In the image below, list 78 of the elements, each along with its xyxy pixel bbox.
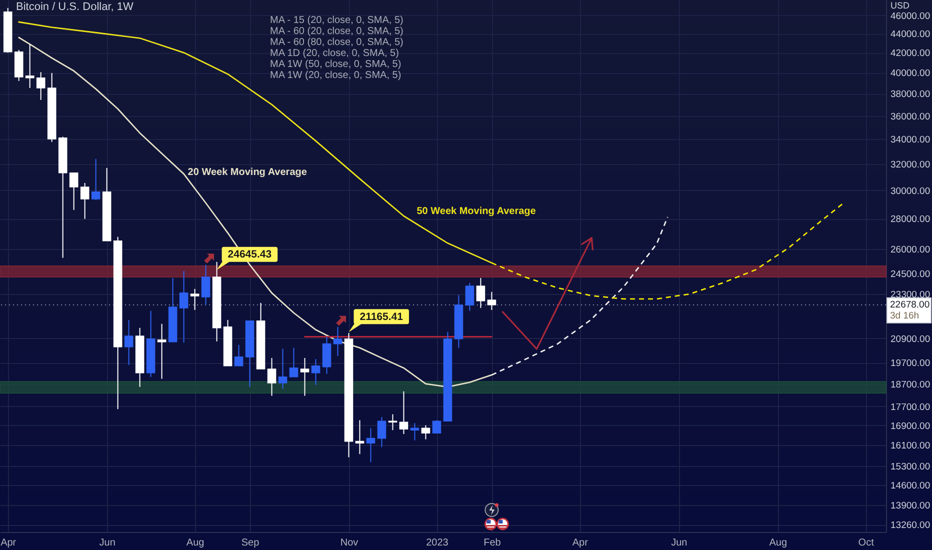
x-tick-label: Jun xyxy=(99,538,116,548)
candlestick xyxy=(476,277,486,308)
candlestick xyxy=(399,390,408,435)
line-series xyxy=(491,216,668,376)
y-tick-label: 17700.00 xyxy=(890,402,930,413)
candlestick xyxy=(355,420,364,455)
x-tick-label: Nov xyxy=(340,538,358,548)
series-label: 20 Week Moving Average xyxy=(188,166,308,178)
candlestick xyxy=(91,158,100,201)
line-series xyxy=(18,36,492,388)
candlestick xyxy=(267,357,276,396)
annotation: MA - 60 (80, close, 0, SMA, 5) xyxy=(270,37,404,48)
chart-title: Bitcoin / U.S. Dollar, 1W xyxy=(16,1,134,13)
y-tick-label: 20900.00 xyxy=(890,334,930,345)
candlestick xyxy=(124,319,134,366)
y-tick-label: 38000.00 xyxy=(890,89,930,100)
y-tick-label: 24500.00 xyxy=(890,268,930,280)
candlestick xyxy=(201,264,210,306)
x-tick-label: Apr xyxy=(572,538,589,548)
candlestick xyxy=(179,270,188,344)
y-tick-label: 14600.00 xyxy=(890,480,930,492)
x-tick-label: Feb xyxy=(484,538,502,548)
candlestick xyxy=(366,428,376,463)
candlestick xyxy=(333,326,342,356)
candlestick xyxy=(25,44,34,88)
annotation: 24645.43 xyxy=(228,248,272,261)
y-tick-label: 40000.00 xyxy=(890,68,930,80)
x-tick-label: Sep xyxy=(241,538,260,548)
x-tick-label: Jun xyxy=(671,538,688,548)
annotation: MA - 60 (20, close, 0, SMA, 5) xyxy=(270,26,404,37)
candlestick xyxy=(234,344,244,366)
y-tick-label: 46000.00 xyxy=(890,10,930,22)
candlestick xyxy=(487,291,496,310)
annotation: MA 1D (20, close, 0, SMA, 5) xyxy=(270,48,400,59)
candlestick xyxy=(157,323,166,380)
y-tick-label: 16900.00 xyxy=(890,420,930,432)
y-tick-label: 18700.00 xyxy=(890,379,930,390)
text: 3d 16h xyxy=(890,310,920,322)
y-tick-label: 30000.00 xyxy=(890,186,930,197)
y-tick-label: 36000.00 xyxy=(890,111,930,122)
y-tick-label: 23300.00 xyxy=(890,289,930,300)
candlestick xyxy=(69,172,78,210)
y-tick-label: 13260.00 xyxy=(890,520,930,532)
x-tick-label: 2023 xyxy=(426,538,449,548)
candlestick xyxy=(432,420,442,434)
y-tick-label: 19700.00 xyxy=(890,358,930,370)
y-axis-title: USD xyxy=(890,0,910,10)
x-tick-label: Apr xyxy=(0,538,17,548)
y-tick-label: 44000.00 xyxy=(890,29,930,40)
candlestick xyxy=(465,282,474,312)
candlestick xyxy=(300,357,310,396)
annotation: MA 1W (20, close, 0, SMA, 5) xyxy=(270,70,402,81)
y-tick-label: 15300.00 xyxy=(890,461,930,472)
candlestick xyxy=(377,416,386,448)
candlestick xyxy=(190,288,200,310)
y-tick-label: 34000.00 xyxy=(890,134,930,146)
y-tick-label: 13900.00 xyxy=(890,500,930,512)
y-tick-label: 28000.00 xyxy=(890,214,930,226)
y-tick-label: 16100.00 xyxy=(890,440,930,452)
series-label: 50 Week Moving Average xyxy=(416,206,536,217)
y-tick-label: 32000.00 xyxy=(890,159,930,170)
y-tick-label: 42000.00 xyxy=(890,48,930,60)
candlestick xyxy=(311,358,320,386)
candlestick xyxy=(289,347,298,378)
x-tick-label: Oct xyxy=(858,538,874,548)
annotation: MA 1W (50, close, 0, SMA, 5) xyxy=(270,59,402,70)
annotation: 21165.41 xyxy=(360,310,404,323)
annotation: MA - 15 (20, close, 0, SMA, 5) xyxy=(270,15,404,26)
ref-line-label: 22678.00 xyxy=(890,299,930,310)
candlestick xyxy=(421,424,430,440)
x-tick-label: Aug xyxy=(186,538,204,548)
candlestick xyxy=(322,336,332,374)
y-tick-label: 26000.00 xyxy=(890,244,930,256)
candlestick xyxy=(36,72,46,100)
candlestick xyxy=(410,422,420,441)
candlestick xyxy=(278,348,288,390)
candlestick xyxy=(80,182,90,220)
x-tick-label: Aug xyxy=(769,538,788,548)
